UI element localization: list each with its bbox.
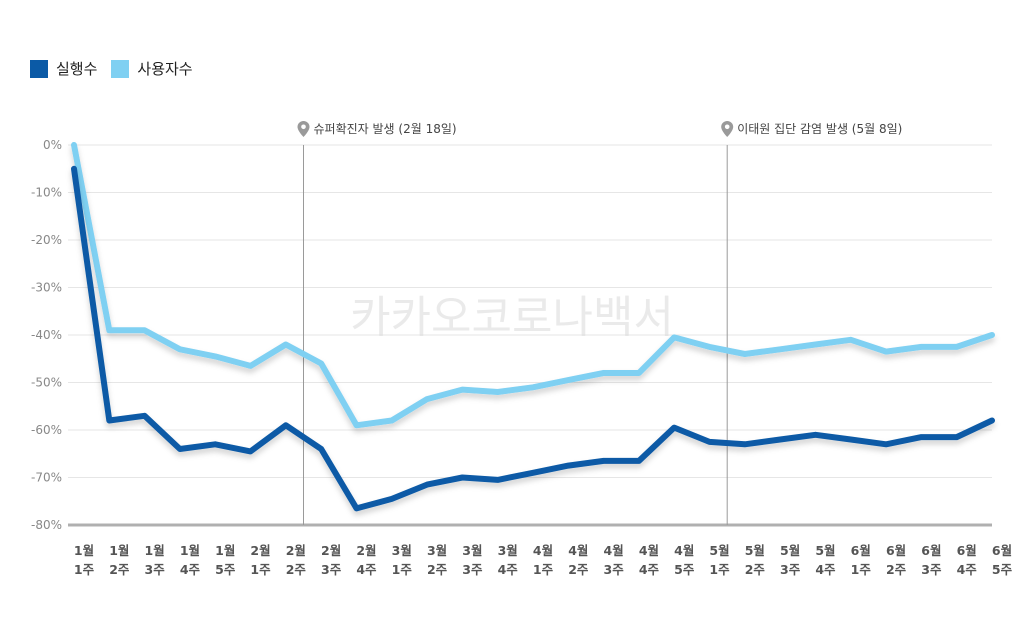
y-axis-ticks: 0% -10% -20% -30% -40% -50% -60% -70% -80% [31, 138, 62, 532]
y-tick-label: -10% [31, 186, 62, 200]
series-layer [71, 142, 995, 512]
x-tick-month: 5월 [745, 543, 765, 558]
x-tick-week: 1주 [250, 562, 271, 577]
x-tick-month: 3월 [498, 543, 518, 558]
x-tick-week: 3주 [780, 562, 801, 577]
y-tick-label: -80% [31, 518, 62, 532]
grid-layer [68, 144, 992, 527]
x-tick-month: 5월 [815, 543, 835, 558]
x-tick-week: 5주 [674, 562, 695, 577]
x-tick-month: 6월 [957, 543, 977, 558]
x-tick-week: 2주 [745, 562, 766, 577]
x-tick-month: 6월 [886, 543, 906, 558]
x-tick-month: 2월 [286, 543, 306, 558]
x-tick-month: 4월 [568, 543, 588, 558]
y-tick-label: 0% [43, 138, 62, 152]
x-tick-week: 1주 [709, 562, 730, 577]
series-line-users [71, 142, 995, 429]
y-tick-label: -60% [31, 423, 62, 437]
x-tick-month: 1월 [145, 543, 165, 558]
y-tick-label: -20% [31, 233, 62, 247]
legend-label-users: 사용자수 [137, 60, 193, 78]
x-tick-month: 4월 [533, 543, 553, 558]
x-tick-month: 6월 [992, 543, 1012, 558]
x-tick-month: 4월 [639, 543, 659, 558]
x-tick-week: 2주 [886, 562, 907, 577]
x-tick-week: 4주 [815, 562, 836, 577]
x-tick-month: 5월 [709, 543, 729, 558]
x-tick-week: 2주 [109, 562, 130, 577]
y-tick-label: -40% [31, 328, 62, 342]
watermark-text: 카카오코로나백서 [350, 292, 674, 343]
series-line-launches [71, 165, 995, 512]
x-tick-week: 1주 [74, 562, 95, 577]
chart-legend: 실행수 사용자수 [30, 58, 207, 79]
x-tick-month: 6월 [921, 543, 941, 558]
x-tick-week: 4주 [957, 562, 978, 577]
x-tick-month: 6월 [851, 543, 871, 558]
x-tick-month: 1월 [109, 543, 129, 558]
x-tick-week: 5주 [992, 562, 1013, 577]
y-tick-label: -30% [31, 281, 62, 295]
legend-item-launches: 실행수 [30, 58, 97, 79]
y-tick-label: -50% [31, 376, 62, 390]
x-tick-week: 2주 [427, 562, 448, 577]
event-annotation-label: 이태원 집단 감염 발생 (5월 8일) [737, 122, 902, 136]
location-pin-icon [721, 121, 734, 137]
x-tick-week: 2주 [568, 562, 589, 577]
y-tick-label: -70% [31, 471, 62, 485]
location-pin-icon [297, 121, 310, 137]
legend-swatch-launches [30, 59, 48, 78]
x-tick-month: 2월 [321, 543, 341, 558]
legend-label-launches: 실행수 [56, 60, 98, 78]
annotation-layer: 슈퍼확진자 발생 (2월 18일) 이태원 집단 감염 발생 (5월 8일) [297, 121, 902, 525]
x-tick-month: 3월 [427, 543, 447, 558]
x-tick-month: 3월 [462, 543, 482, 558]
x-tick-week: 3주 [321, 562, 342, 577]
x-tick-week: 4주 [639, 562, 660, 577]
x-tick-week: 1주 [392, 562, 413, 577]
x-axis-ticks: 1월 1주 1월 2주 1월 3주 1월 4주 1월 5주 2월 1주 2월 2주 2월 3주 2월 4주 3월 1주… [74, 543, 1013, 577]
x-tick-month: 4월 [604, 543, 624, 558]
x-tick-month: 1월 [74, 543, 94, 558]
legend-swatch-users [111, 59, 130, 78]
x-tick-week: 1주 [533, 562, 554, 577]
x-tick-week: 4주 [356, 562, 377, 577]
x-tick-week: 3주 [145, 562, 166, 577]
x-tick-week: 4주 [498, 562, 519, 577]
x-tick-week: 1주 [851, 562, 872, 577]
legend-item-users: 사용자수 [111, 58, 193, 79]
x-tick-month: 2월 [250, 543, 270, 558]
x-tick-month: 3월 [392, 543, 412, 558]
x-tick-week: 3주 [921, 562, 942, 577]
x-tick-month: 4월 [674, 543, 694, 558]
x-tick-week: 3주 [462, 562, 483, 577]
x-tick-month: 2월 [356, 543, 376, 558]
x-tick-month: 5월 [780, 543, 800, 558]
event-annotation-label: 슈퍼확진자 발생 (2월 18일) [314, 122, 457, 136]
x-tick-month: 1월 [180, 543, 200, 558]
x-tick-week: 4주 [180, 562, 201, 577]
x-tick-week: 5주 [215, 562, 236, 577]
x-tick-week: 3주 [604, 562, 625, 577]
x-tick-week: 2주 [286, 562, 307, 577]
x-tick-month: 1월 [215, 543, 235, 558]
